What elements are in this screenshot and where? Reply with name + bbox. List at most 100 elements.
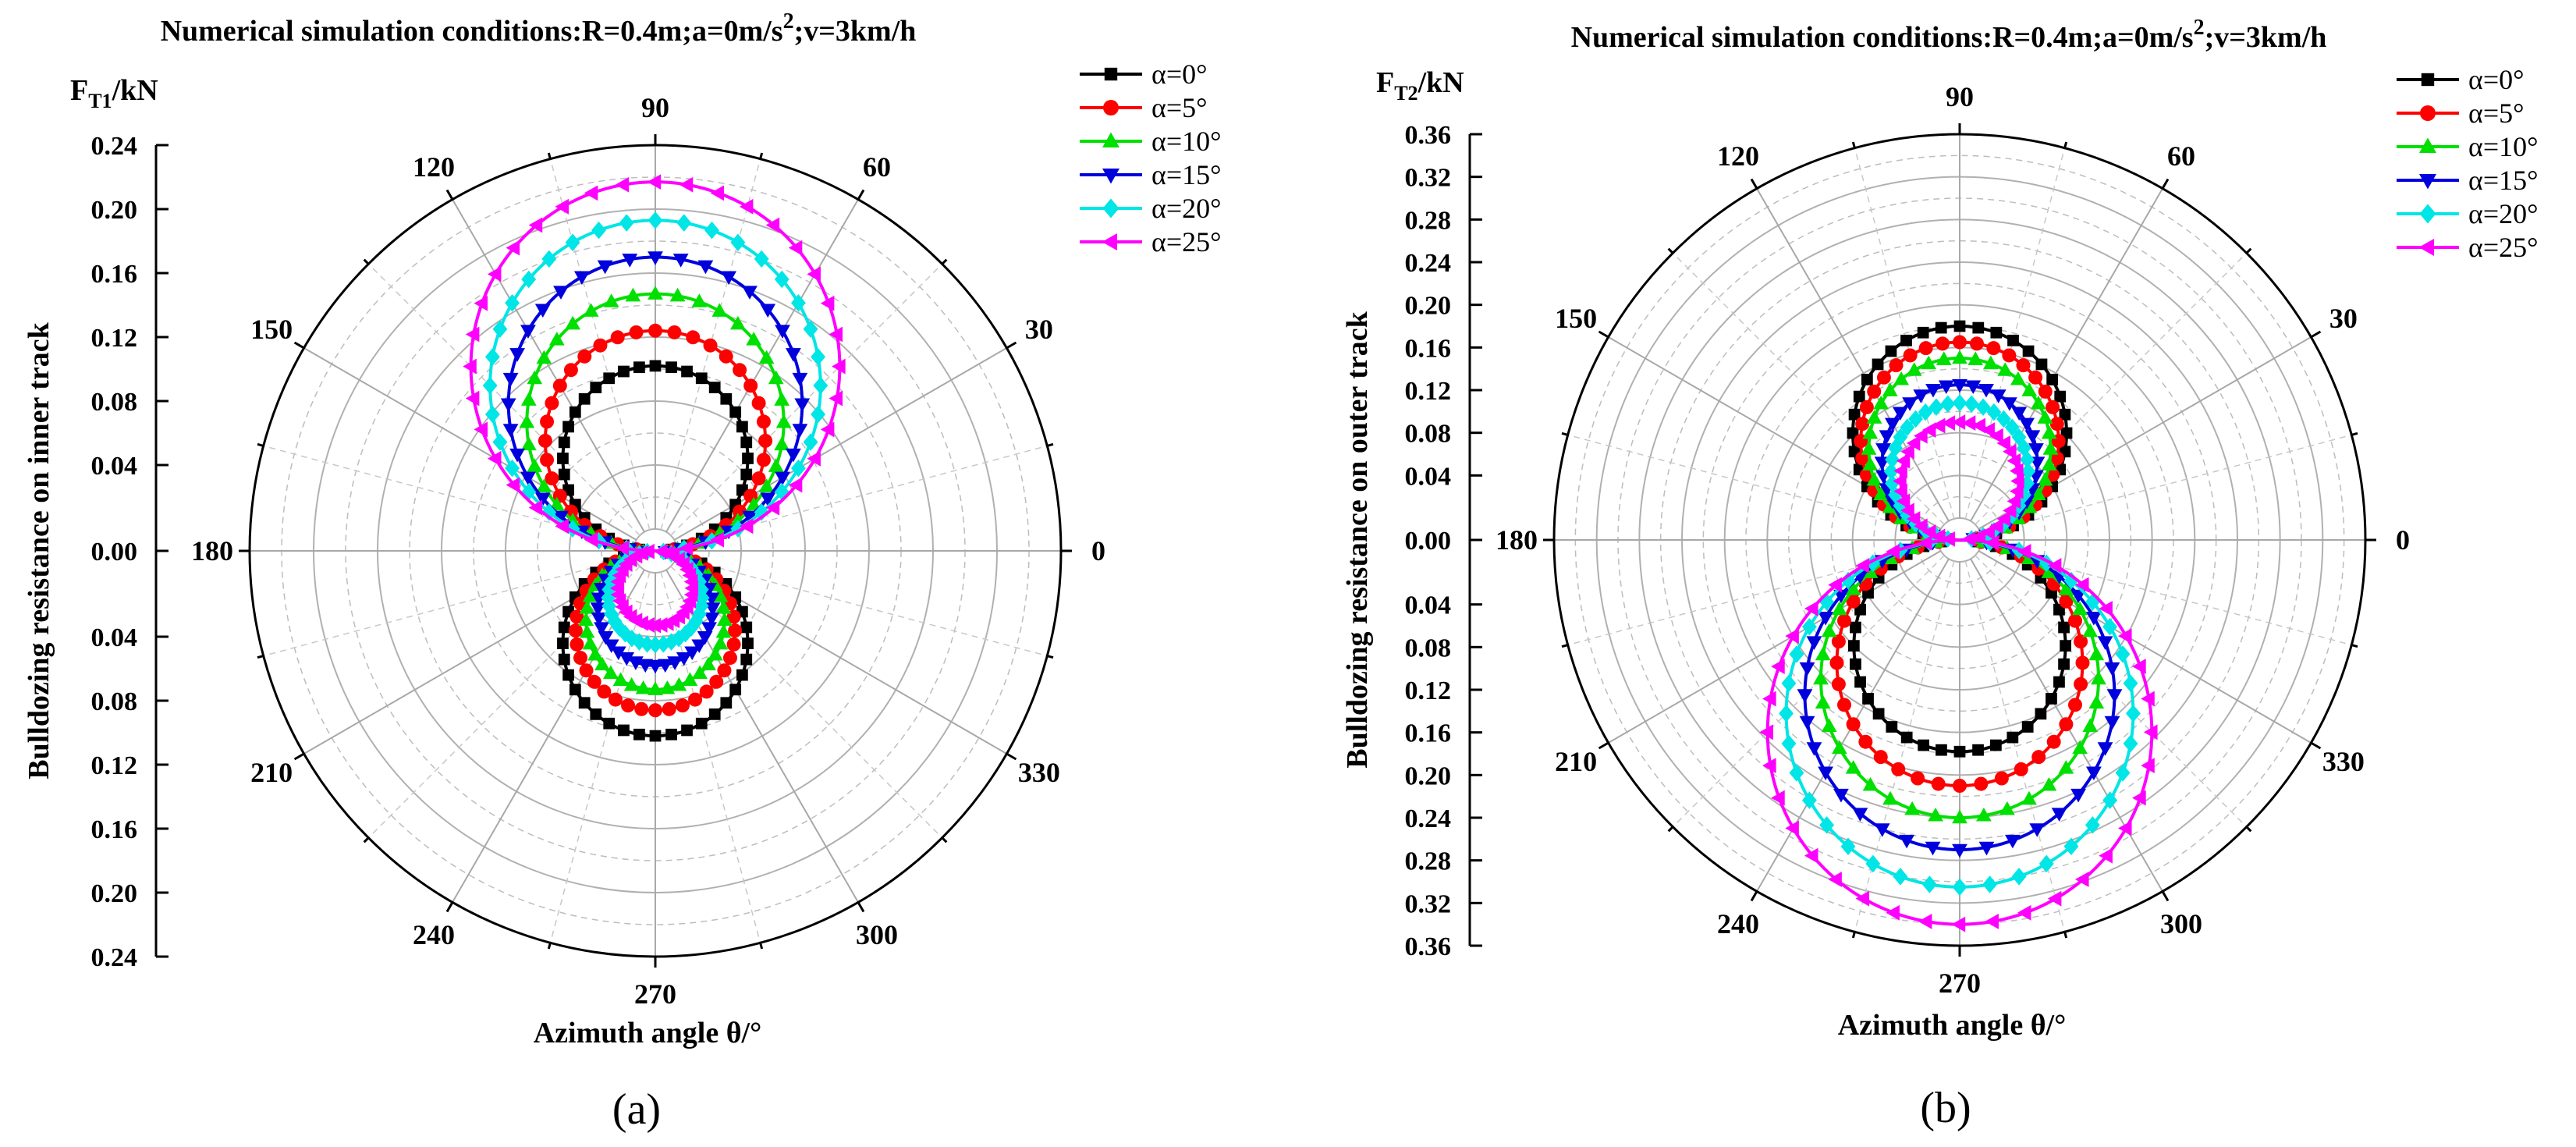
- radial-tick-label: 0.16: [91, 815, 138, 844]
- data-point: [1921, 875, 1937, 893]
- data-point: [1771, 790, 1785, 806]
- data-point: [2002, 348, 2017, 363]
- data-point: [2132, 790, 2146, 806]
- data-point: [1799, 662, 1815, 676]
- data-point: [1978, 383, 1994, 398]
- data-point: [2016, 358, 2031, 373]
- data-point: [1952, 378, 1967, 393]
- data-point: [2086, 612, 2102, 626]
- data-point: [2021, 721, 2034, 733]
- data-point: [1873, 395, 1889, 410]
- radial-tick-label: 0.04: [91, 623, 138, 652]
- angular-tick: [1750, 178, 1758, 190]
- data-point: [695, 372, 708, 385]
- data-point: [584, 531, 598, 548]
- data-point: [722, 651, 737, 666]
- data-point: [1986, 403, 2002, 421]
- data-point: [584, 185, 598, 201]
- data-point: [2125, 705, 2141, 723]
- data-point: [2099, 601, 2113, 616]
- data-point: [709, 674, 724, 689]
- data-point: [506, 240, 520, 256]
- data-point: [569, 406, 581, 418]
- data-point: [2017, 904, 2031, 921]
- data-point: [603, 717, 616, 730]
- data-point: [653, 543, 668, 559]
- data-point: [520, 471, 536, 486]
- data-point: [1893, 463, 1907, 479]
- data-point: [2102, 791, 2118, 809]
- radial-tick-label: 0.12: [1405, 676, 1452, 705]
- data-point: [610, 330, 625, 345]
- data-point: [712, 635, 729, 650]
- data-point: [1840, 571, 1856, 590]
- radial-tick-label: 0.08: [91, 388, 138, 417]
- data-point: [577, 349, 592, 364]
- data-point: [665, 361, 677, 374]
- angular-tick: [2161, 178, 2170, 190]
- data-point: [618, 724, 630, 737]
- radial-tick-label: 0.32: [1405, 164, 1452, 193]
- data-point: [760, 304, 776, 318]
- data-point: [2007, 334, 2019, 346]
- data-point: [768, 458, 784, 472]
- data-point: [742, 510, 758, 525]
- radial-tick-label: 0.36: [1405, 121, 1452, 150]
- legend-item: α=0°: [1080, 59, 1208, 90]
- radial-tick-label: 0.24: [1405, 804, 1452, 833]
- data-point: [715, 600, 732, 614]
- data-point: [678, 624, 694, 643]
- data-point: [541, 250, 557, 268]
- data-point: [2072, 740, 2088, 755]
- data-point: [688, 692, 703, 707]
- data-point: [1819, 816, 1835, 834]
- data-point: [2028, 370, 2043, 385]
- data-point: [2028, 443, 2044, 457]
- data-point: [2060, 640, 2072, 652]
- legend-marker: [2420, 105, 2436, 121]
- legend-label: α=5°: [1151, 92, 1208, 123]
- data-point: [1879, 430, 1895, 444]
- data-point: [591, 221, 607, 240]
- panel-a: Numerical simulation conditions:R=0.4m;a…: [23, 9, 1222, 1134]
- data-point: [1925, 383, 1941, 398]
- data-point: [1985, 534, 1999, 551]
- legend-marker: [2419, 174, 2436, 190]
- data-point: [1952, 350, 1967, 364]
- data-point: [1981, 422, 1995, 439]
- data-point: [590, 708, 602, 720]
- data-point: [552, 378, 567, 393]
- data-point: [557, 453, 569, 464]
- data-point: [1789, 645, 1804, 663]
- data-point: [521, 483, 537, 501]
- data-point: [527, 370, 543, 385]
- minor-spoke: [676, 445, 1048, 546]
- data-point: [528, 217, 543, 233]
- data-point: [2014, 762, 2028, 776]
- radial-tick-label: 0.28: [1405, 206, 1452, 235]
- data-point: [1952, 843, 1967, 858]
- data-point: [603, 639, 619, 654]
- data-point: [662, 701, 676, 716]
- data-point: [765, 499, 780, 516]
- data-point: [1865, 854, 1881, 873]
- data-point: [1921, 422, 1936, 439]
- data-point: [694, 597, 709, 615]
- data-point: [742, 286, 758, 300]
- data-point: [1833, 788, 1849, 803]
- data-point: [647, 174, 662, 190]
- data-point: [2021, 382, 2038, 396]
- data-point: [579, 623, 595, 638]
- data-point: [578, 392, 591, 405]
- angular-tick: [293, 752, 305, 761]
- data-point: [591, 613, 607, 627]
- data-point: [1999, 801, 2015, 815]
- data-point: [740, 468, 753, 481]
- data-point: [675, 698, 690, 713]
- data-point: [465, 390, 480, 407]
- data-point: [1928, 398, 1944, 416]
- angular-tick-label: 30: [2329, 303, 2358, 334]
- data-point: [719, 349, 733, 364]
- data-point: [1972, 321, 1985, 334]
- data-point: [2041, 424, 2057, 439]
